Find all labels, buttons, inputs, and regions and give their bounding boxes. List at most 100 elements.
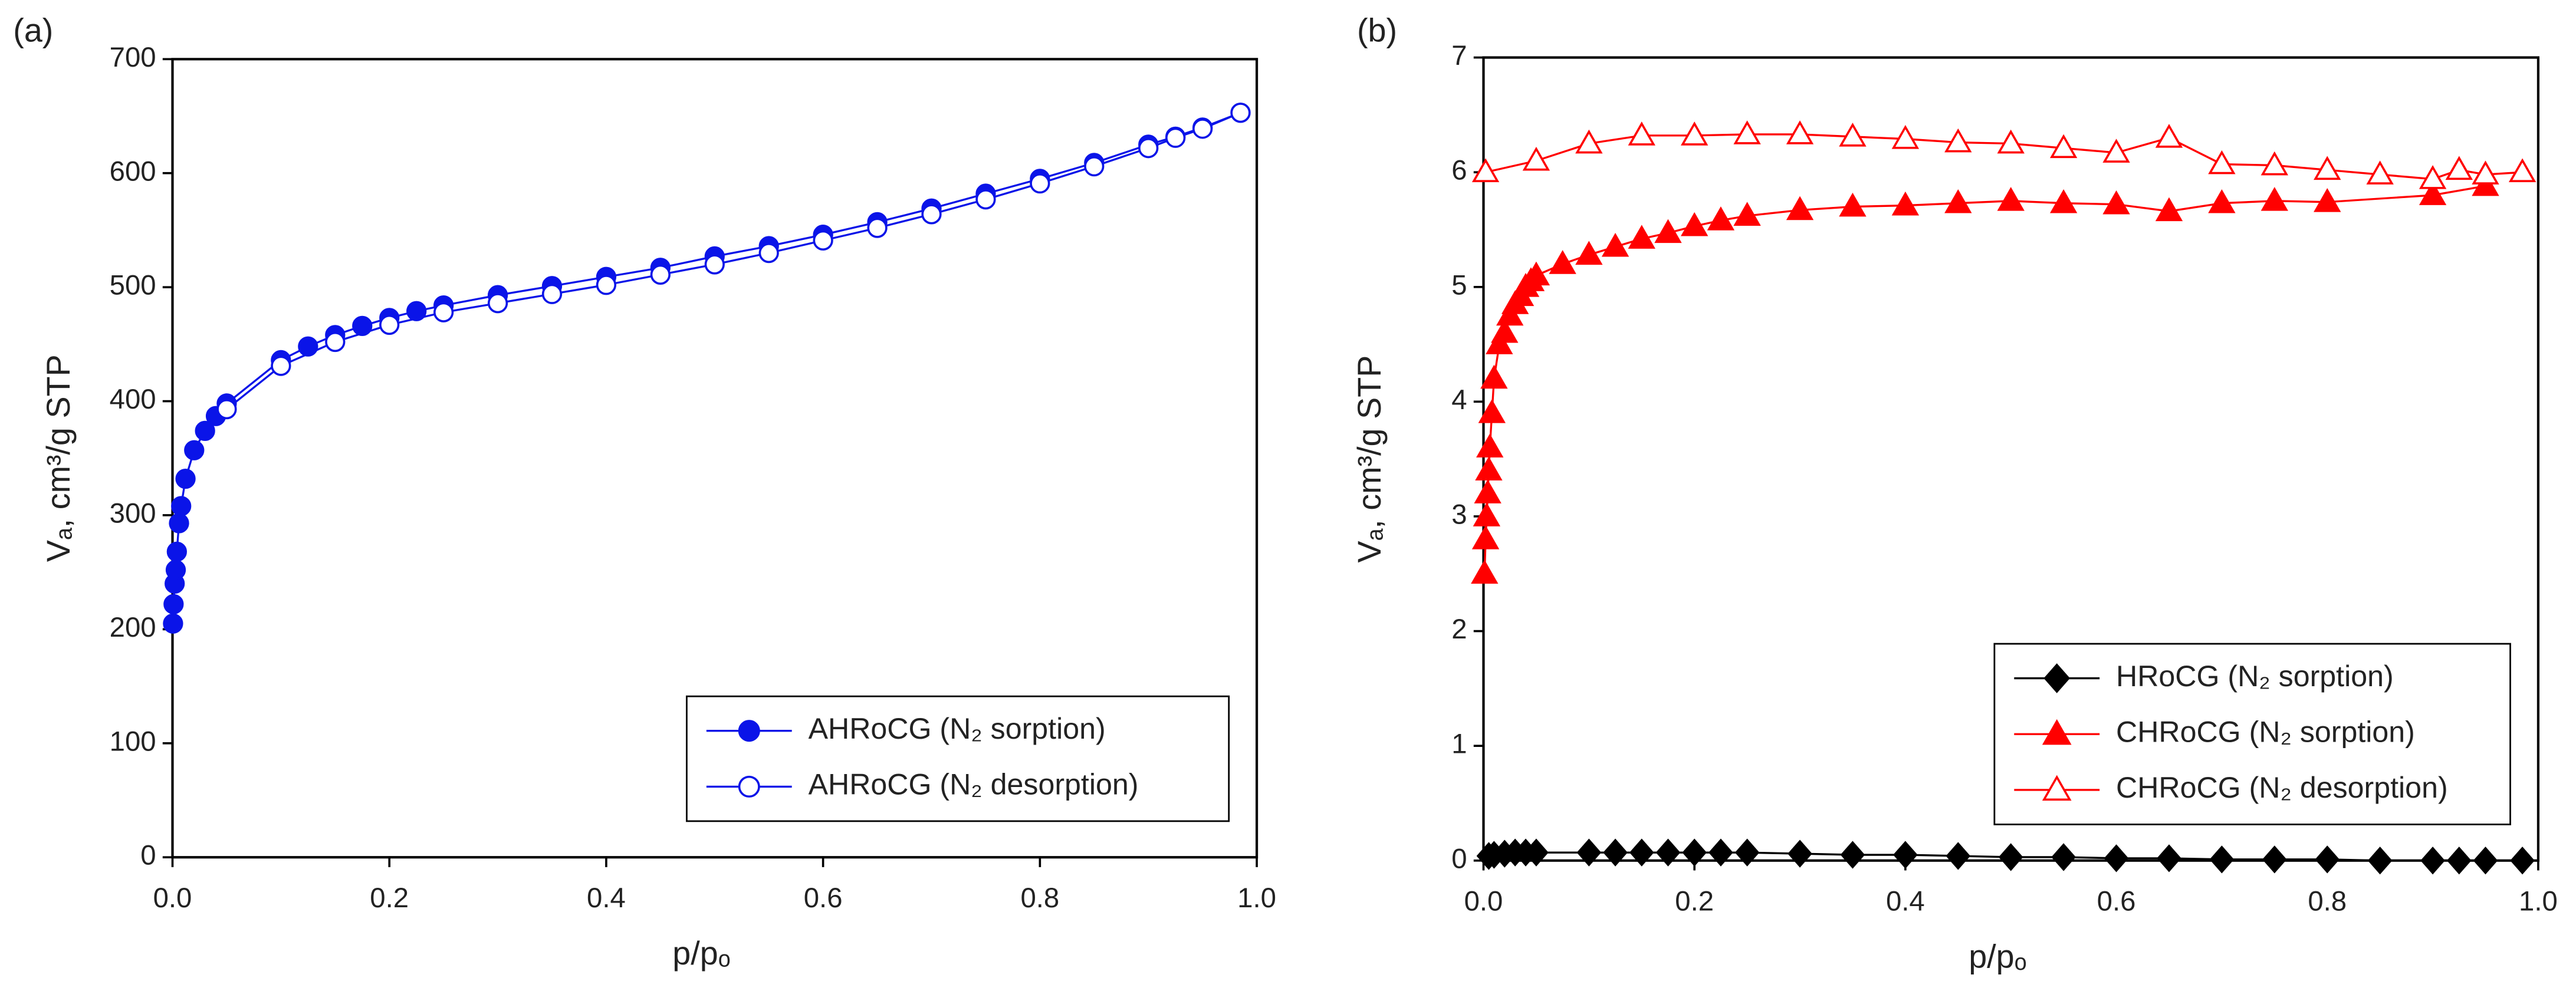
x-tick-label: 0.4	[587, 883, 626, 914]
marker	[2472, 160, 2499, 185]
x-tick-label: 0.0	[1464, 886, 1503, 917]
marker	[2209, 845, 2235, 874]
y-tick-label: 300	[110, 498, 156, 529]
series-line	[1485, 133, 2523, 180]
legend-marker	[2042, 775, 2072, 801]
x-tick-label: 0.6	[804, 883, 843, 914]
marker	[163, 594, 184, 614]
marker	[379, 314, 400, 335]
y-tick-label: 5	[1451, 269, 1467, 301]
marker	[1786, 196, 1814, 220]
marker	[2157, 844, 2181, 872]
marker	[1084, 156, 1105, 177]
legend-label: HRoCG (N₂ sorption)	[2116, 660, 2394, 693]
marker	[1629, 838, 1654, 867]
marker	[433, 302, 454, 322]
y-tick-label: 7	[1451, 40, 1467, 71]
y-tick-label: 200	[110, 612, 156, 643]
marker	[2314, 188, 2341, 212]
y-tick-label: 0	[1451, 843, 1467, 874]
marker	[1471, 525, 1500, 549]
marker	[2510, 847, 2535, 875]
marker	[2208, 150, 2236, 174]
y-tick-label: 6	[1451, 155, 1467, 186]
marker	[1165, 127, 1186, 148]
x-axis-title: p/pₒ	[672, 935, 730, 972]
x-tick-label: 0.2	[370, 883, 409, 914]
marker	[2049, 134, 2078, 159]
marker	[2155, 197, 2183, 222]
marker	[1628, 121, 1655, 146]
y-tick-label: 400	[110, 384, 156, 415]
marker	[1575, 241, 1603, 265]
marker	[1998, 843, 2023, 871]
marker	[1491, 318, 1519, 343]
marker	[1944, 128, 1972, 153]
marker	[2104, 844, 2129, 872]
marker	[1471, 158, 1500, 183]
y-tick-label: 2	[1451, 614, 1467, 645]
y-tick-label: 500	[110, 270, 156, 301]
marker	[758, 243, 779, 264]
marker	[975, 189, 996, 210]
marker	[1997, 129, 2025, 154]
y-tick-label: 700	[110, 42, 156, 73]
legend-box	[686, 695, 1230, 822]
marker	[813, 230, 833, 251]
marker	[2508, 158, 2536, 183]
marker	[1192, 118, 1213, 139]
marker	[1891, 125, 1920, 149]
marker	[1471, 559, 1499, 584]
y-axis-title: Vₐ, cm³/g STP	[40, 354, 77, 562]
marker	[2446, 847, 2472, 875]
marker	[2208, 189, 2236, 213]
marker	[1734, 838, 1760, 867]
y-tick-label: 100	[110, 726, 156, 757]
marker	[1475, 456, 1503, 480]
marker	[1944, 189, 1972, 213]
marker	[1786, 120, 1814, 144]
marker	[1575, 129, 1603, 154]
x-tick-label: 0.0	[153, 883, 192, 914]
marker	[1997, 187, 2025, 211]
x-axis-title: p/pₒ	[1969, 939, 2026, 975]
marker	[1708, 838, 1733, 867]
marker	[406, 301, 427, 321]
marker	[1946, 842, 1971, 870]
marker	[1893, 841, 1918, 869]
marker	[2366, 160, 2394, 185]
marker	[166, 541, 187, 562]
marker	[2472, 172, 2499, 196]
marker	[1840, 841, 1865, 869]
marker	[1628, 225, 1655, 249]
marker	[163, 613, 183, 634]
marker	[1474, 479, 1501, 503]
marker	[1478, 399, 1506, 423]
marker	[1682, 838, 1707, 867]
marker	[1655, 838, 1681, 867]
legend-label: CHRoCG (N₂ sorption)	[2116, 716, 2415, 749]
marker	[271, 355, 291, 376]
marker	[1654, 219, 1682, 243]
x-tick-label: 1.0	[1237, 883, 1276, 914]
marker	[1522, 146, 1550, 171]
x-tick-label: 0.2	[1675, 886, 1714, 917]
legend-marker	[2042, 719, 2072, 745]
legend-label: AHRoCG (N₂ desorption)	[809, 768, 1139, 801]
marker	[2315, 845, 2340, 874]
marker	[1138, 138, 1159, 159]
marker	[1476, 433, 1504, 458]
marker	[541, 284, 563, 304]
marker	[2419, 165, 2447, 189]
marker	[2049, 189, 2078, 213]
marker	[1601, 232, 1629, 257]
marker	[1480, 364, 1508, 389]
marker	[596, 275, 617, 295]
marker	[487, 293, 508, 314]
marker	[1707, 206, 1735, 231]
series-line	[172, 111, 1241, 624]
x-tick-label: 0.4	[1886, 886, 1925, 917]
marker	[1839, 192, 1867, 217]
marker	[2445, 156, 2473, 180]
